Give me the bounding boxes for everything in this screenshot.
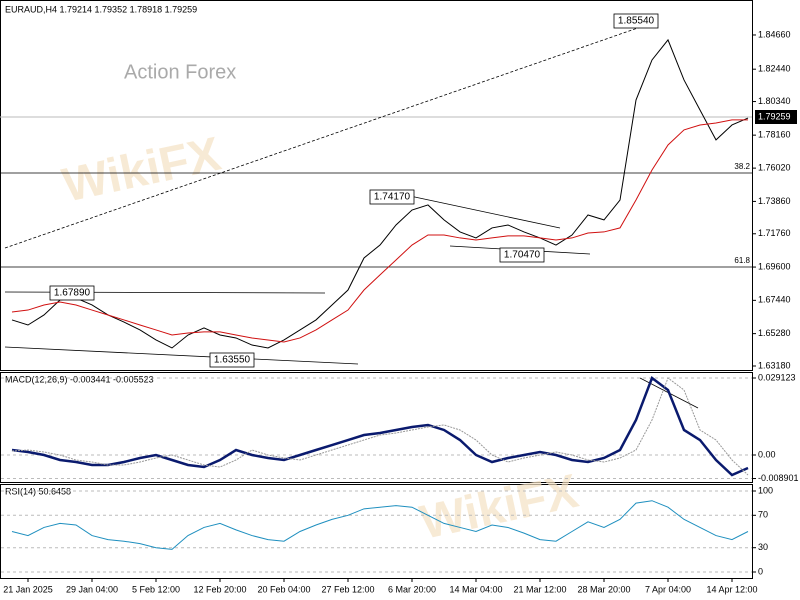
x-tick-label: 14 Apr 12:00: [706, 584, 757, 594]
annotation-box: [209, 352, 255, 368]
series-line: [11, 119, 748, 343]
x-tick-label: 29 Jan 04:00: [66, 584, 118, 594]
macd-panel: [0, 372, 753, 483]
y-tick-label: 1.80340: [758, 96, 791, 106]
y-tick-label: 1.71760: [758, 228, 791, 238]
y-tick-label: 1.76020: [758, 162, 791, 172]
trend-line: [4, 21, 656, 249]
current-price: 1.79259: [758, 111, 791, 121]
trend-line: [409, 195, 561, 229]
annotation: 1.70470: [504, 250, 541, 261]
y-tick-label: 1.67440: [758, 295, 791, 305]
y-tick-label: 1.69600: [758, 261, 791, 271]
x-tick-label: 5 Feb 12:00: [132, 584, 180, 594]
series-line: [11, 376, 749, 477]
annotation-box: [499, 247, 545, 263]
watermark: WikiFX: [58, 128, 225, 213]
price-panel: [0, 0, 753, 371]
rsi-panel: [0, 484, 753, 579]
y-tick-label: 1.78160: [758, 130, 791, 140]
y-tick-label: 1.63180: [758, 360, 791, 370]
y-tick-label: 0: [758, 566, 763, 576]
y-tick-label: 30: [758, 542, 768, 552]
y-tick-label: 0.00: [758, 449, 776, 459]
x-tick-label: 20 Feb 04:00: [257, 584, 310, 594]
series-line: [11, 377, 749, 476]
watermark: WikiFX: [416, 465, 583, 550]
trend-line: [4, 346, 359, 365]
fib-label: 38.2: [734, 162, 750, 171]
y-tick-label: 1.73860: [758, 196, 791, 206]
x-tick-label: 21 Jan 2025: [3, 584, 53, 594]
y-tick-label: 0.029123: [758, 372, 796, 382]
series-line: [11, 500, 749, 550]
watermark-title: Action Forex: [124, 61, 236, 83]
annotation-box: [613, 13, 659, 29]
annotation: 1.63550: [214, 355, 251, 366]
y-tick-label: -0.008901: [758, 473, 799, 483]
annotation: 1.74170: [374, 192, 411, 203]
x-tick-label: 7 Apr 04:00: [645, 584, 691, 594]
x-tick-label: 6 Mar 20:00: [388, 584, 436, 594]
header: EURAUD,H4 1.79214 1.79352 1.78918 1.7925…: [5, 4, 197, 14]
y-tick-label: 1.65280: [758, 328, 791, 338]
annotation: 1.85540: [618, 16, 655, 27]
fib-label: 61.8: [734, 256, 750, 265]
y-tick-label: 1.84660: [758, 29, 791, 39]
macd-title: MACD(12,26,9) -0.003441 -0.005523: [5, 374, 154, 384]
annotation-box: [49, 285, 95, 301]
y-tick-label: 100: [758, 485, 773, 495]
x-tick-label: 27 Feb 12:00: [321, 584, 374, 594]
annotation: 1.67890: [54, 288, 91, 299]
annotation-box: [369, 189, 415, 205]
y-tick-label: 70: [758, 510, 768, 520]
x-tick-label: 21 Mar 12:00: [513, 584, 566, 594]
series-line: [11, 38, 749, 349]
y-tick-label: 1.82440: [758, 64, 791, 74]
x-tick-label: 14 Mar 04:00: [449, 584, 502, 594]
current-price-box: [755, 110, 797, 124]
x-tick-label: 12 Feb 20:00: [193, 584, 246, 594]
x-tick-label: 28 Mar 20:00: [577, 584, 630, 594]
